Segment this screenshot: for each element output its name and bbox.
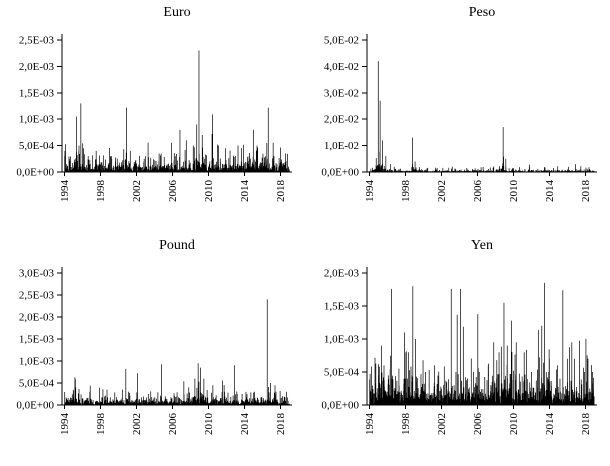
x-tick-label: 2002	[131, 413, 143, 435]
x-tick-label: 2006	[472, 180, 484, 203]
y-tick-label: 0,0E+00	[16, 167, 54, 179]
y-tick-label: 1,5E-03	[19, 334, 55, 346]
y-tick-label: 5,0E-04	[19, 140, 55, 152]
x-tick-label: 2002	[131, 180, 143, 202]
chart-title-pound: Pound	[159, 238, 195, 253]
x-tick-label: 1994	[364, 180, 376, 203]
x-tick-label: 2010	[203, 413, 215, 436]
x-tick-label: 2010	[203, 180, 215, 203]
axes	[61, 267, 292, 406]
x-tick-label: 1994	[364, 413, 376, 436]
y-tick-label: 1,5E-03	[19, 87, 55, 99]
y-tick-label: 0,0E+00	[16, 400, 54, 412]
y-tick-label: 3,0E-03	[19, 268, 55, 280]
y-tick-label: 3,0E-02	[324, 87, 359, 99]
chart-panel-pound: Pound 0,0E+00 5,0E-04 1,0E-03 1,5E-03 2,0E-0…	[0, 233, 305, 466]
x-tick-label: 2010	[508, 413, 520, 436]
chart-panel-euro: Euro 0,0E+00 5,0E-04 1,0E-03 1,5E-03 2,0E-03…	[0, 0, 305, 233]
y-tick-label: 1,0E-03	[19, 114, 55, 126]
y-tick-label: 2,5E-03	[19, 35, 55, 47]
y-tick-label: 5,0E-02	[324, 35, 359, 47]
y-tick-label: 5,0E-04	[19, 378, 55, 390]
x-tick-label: 2014	[544, 180, 556, 203]
chart-panel-yen: Yen 0,0E+00 5,0E-04 1,0E-03 1,5E-03 2,0E-03 1…	[305, 233, 610, 466]
chart-title-yen: Yen	[471, 238, 493, 253]
x-tick-label: 2014	[239, 413, 251, 436]
x-tick-label: 2002	[436, 413, 448, 435]
x-tick-label: 2006	[167, 180, 179, 203]
y-tick-label: 5,0E-04	[324, 367, 360, 379]
series	[64, 299, 290, 405]
x-tick-label: 2018	[275, 413, 287, 436]
series	[64, 50, 290, 172]
x-tick-label: 1994	[59, 180, 71, 203]
x-tick-label: 1994	[59, 413, 71, 436]
y-tick-label: 1,0E-03	[19, 356, 55, 368]
x-tick-label: 1998	[400, 180, 412, 203]
x-tick-label: 2010	[508, 180, 520, 203]
chart-title-euro: Euro	[163, 5, 191, 20]
x-tick-label: 2002	[436, 180, 448, 202]
y-tick-label: 2,0E-03	[324, 268, 360, 280]
x-tick-label: 2014	[239, 180, 251, 203]
y-tick-label: 2,0E-03	[19, 312, 55, 324]
y-tick-label: 1,0E-02	[324, 140, 359, 152]
chart-euro: 0,0E+00 5,0E-04 1,0E-03 1,5E-03 2,0E-03 2,5E-…	[16, 34, 292, 203]
x-tick-label: 2006	[167, 413, 179, 436]
chart-title-peso: Peso	[468, 5, 496, 20]
y-tick-label: 0,0E+00	[321, 167, 359, 179]
x-tick-label: 2006	[472, 413, 484, 436]
x-tick-label: 1998	[400, 413, 412, 436]
chart-pound: 0,0E+00 5,0E-04 1,0E-03 1,5E-03 2,0E-03 2,5E-…	[16, 267, 292, 436]
y-tick-label: 1,5E-03	[324, 301, 360, 313]
x-tick-label: 2014	[544, 413, 556, 436]
x-tick-label: 2018	[580, 413, 592, 436]
y-tick-label: 2,0E-02	[324, 114, 359, 126]
y-tick-label: 4,0E-02	[324, 61, 359, 73]
series	[369, 61, 595, 172]
x-tick-label: 1998	[95, 413, 107, 436]
y-tick-label: 0,0E+00	[321, 400, 359, 412]
axes	[366, 34, 597, 173]
x-tick-label: 1998	[95, 180, 107, 203]
x-tick-label: 2018	[580, 180, 592, 203]
series	[369, 282, 595, 405]
y-tick-label: 2,0E-03	[19, 61, 55, 73]
chart-panel-peso: Peso 0,0E+00 1,0E-02 2,0E-02 3,0E-02 4,0E-02…	[305, 0, 610, 233]
chart-yen: 0,0E+00 5,0E-04 1,0E-03 1,5E-03 2,0E-03 1994 1…	[321, 267, 597, 436]
y-tick-label: 2,5E-03	[19, 290, 55, 302]
y-tick-label: 1,0E-03	[324, 334, 360, 346]
chart-peso: 0,0E+00 1,0E-02 2,0E-02 3,0E-02 4,0E-02 5,0E-…	[321, 34, 597, 203]
x-tick-label: 2018	[275, 180, 287, 203]
